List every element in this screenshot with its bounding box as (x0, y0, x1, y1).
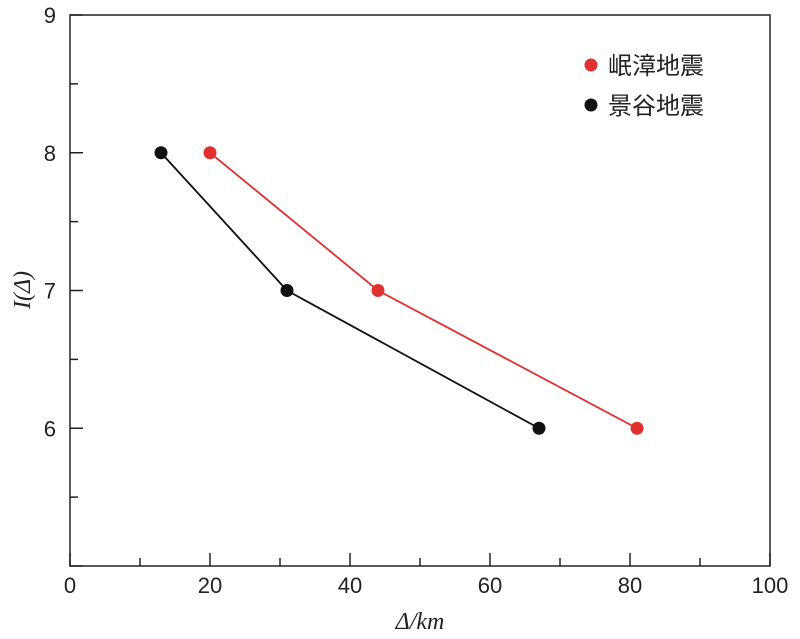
y-tick-label: 9 (44, 3, 56, 28)
data-point-2 (532, 421, 546, 435)
data-point-2 (154, 146, 168, 160)
y-tick-label: 7 (44, 279, 56, 304)
x-tick-label: 20 (198, 573, 222, 598)
y-tick-label: 8 (44, 141, 56, 166)
legend-marker (584, 98, 598, 112)
data-point-2 (280, 284, 294, 297)
x-tick-label: 0 (64, 573, 76, 598)
ticks (69, 14, 771, 567)
series-layer (154, 146, 644, 435)
x-tick-label: 80 (618, 573, 642, 598)
data-point-1 (203, 146, 217, 160)
x-axis-label: Δ/km (395, 609, 445, 635)
y-axis-label: I(Δ) (10, 271, 36, 310)
tick-labels: 0 20 40 60 80 100 6 7 8 9 (44, 3, 789, 598)
y-tick-label: 6 (44, 416, 56, 441)
series-line-1 (209, 152, 638, 430)
x-tick-label: 100 (752, 573, 789, 598)
legend-label: 岷漳地震 (608, 52, 704, 80)
x-tick-label: 60 (478, 573, 502, 598)
legend-marker (584, 58, 598, 72)
data-point-1 (630, 421, 644, 435)
legend-label: 景谷地震 (608, 92, 704, 120)
data-point-1 (371, 284, 385, 297)
x-tick-label: 40 (338, 573, 362, 598)
series-line-2 (160, 152, 540, 430)
